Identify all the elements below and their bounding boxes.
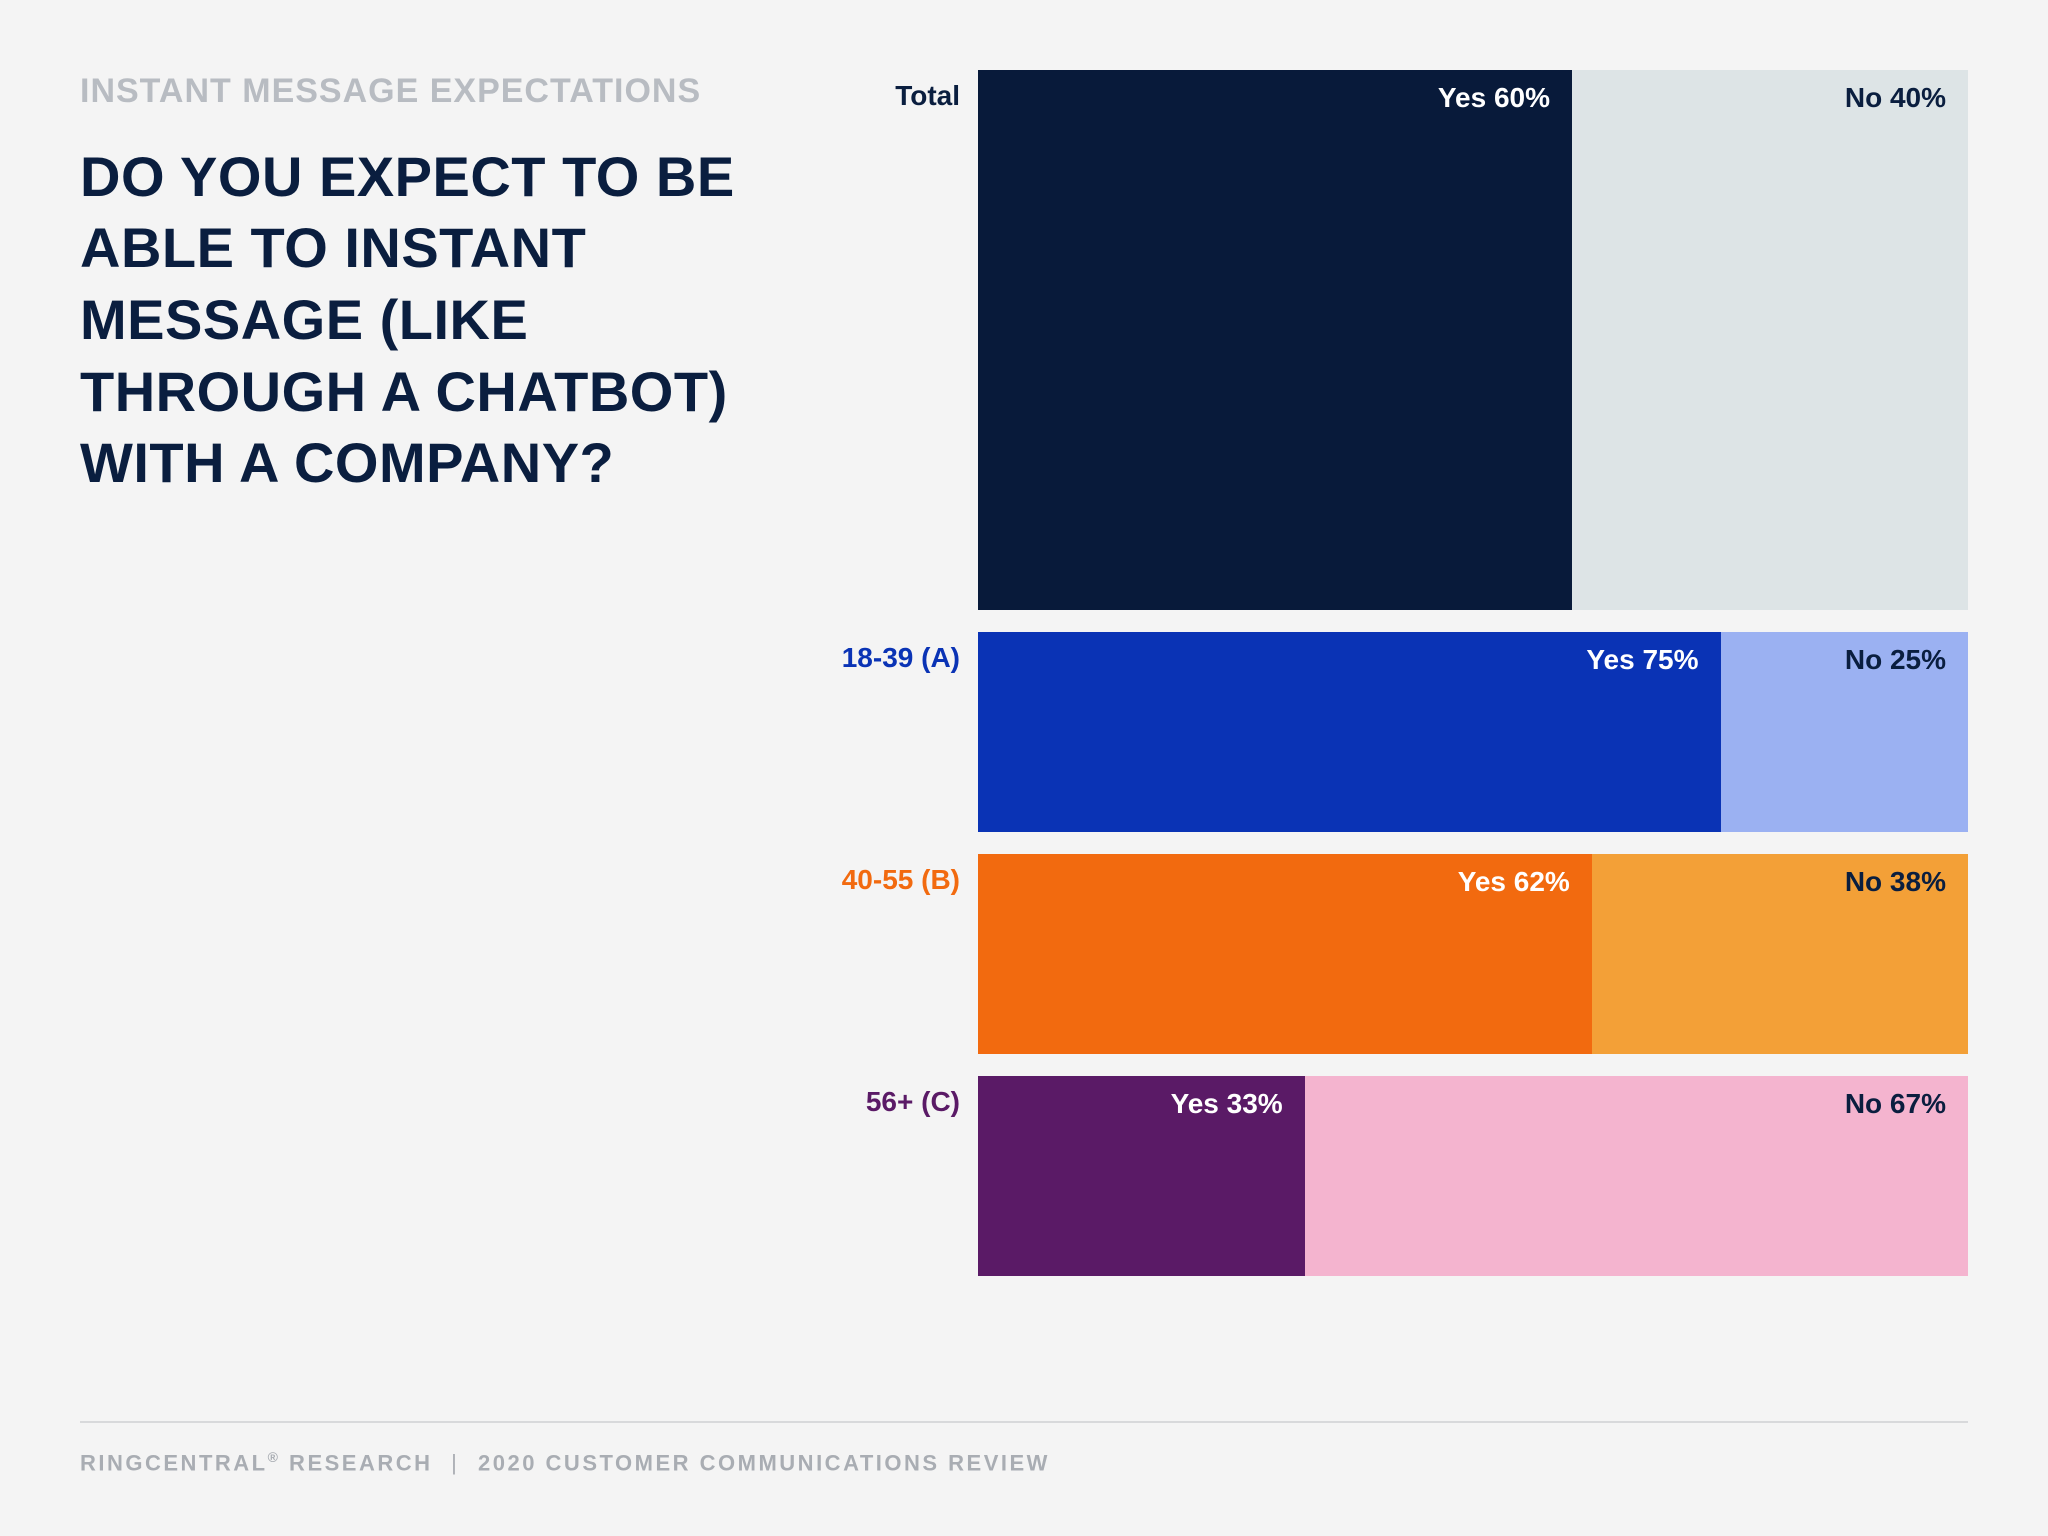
segment-label: No 67% <box>1845 1088 1946 1120</box>
bar-segment: No 38% <box>1592 854 1968 1054</box>
chart-row-age-40-55: 40-55 (B) Yes 62% No 38% <box>800 854 1968 1054</box>
bar: Yes 60% No 40% <box>978 70 1968 610</box>
bar-segment: Yes 33% <box>978 1076 1305 1276</box>
text-column: INSTANT MESSAGE EXPECTATIONS DO YOU EXPE… <box>80 70 800 1381</box>
bar-segment: Yes 75% <box>978 632 1721 832</box>
bar: Yes 62% No 38% <box>978 854 1968 1054</box>
footer-brand-suffix: RESEARCH <box>280 1450 432 1475</box>
chart-row-total: Total Yes 60% No 40% <box>800 70 1968 610</box>
bar-segment: No 25% <box>1721 632 1969 832</box>
footer: RINGCENTRAL® RESEARCH | 2020 CUSTOMER CO… <box>80 1421 1968 1476</box>
footer-brand: RINGCENTRAL <box>80 1450 268 1475</box>
row-label: 18-39 (A) <box>800 632 960 674</box>
chart-row-age-56plus: 56+ (C) Yes 33% No 67% <box>800 1076 1968 1276</box>
footer-separator: | <box>451 1450 459 1475</box>
question-title: DO YOU EXPECT TO BE ABLE TO INSTANT MESS… <box>80 141 800 499</box>
bar: Yes 33% No 67% <box>978 1076 1968 1276</box>
segment-label: Yes 60% <box>1438 82 1550 114</box>
row-label: Total <box>800 70 960 112</box>
segment-label: Yes 33% <box>1171 1088 1283 1120</box>
segment-label: No 38% <box>1845 866 1946 898</box>
row-label: 56+ (C) <box>800 1076 960 1118</box>
chart-row-age-18-39: 18-39 (A) Yes 75% No 25% <box>800 632 1968 832</box>
segment-label: Yes 75% <box>1586 644 1698 676</box>
bar-segment: Yes 60% <box>978 70 1572 610</box>
registered-icon: ® <box>268 1449 281 1465</box>
segment-label: Yes 62% <box>1458 866 1570 898</box>
bar: Yes 75% No 25% <box>978 632 1968 832</box>
eyebrow: INSTANT MESSAGE EXPECTATIONS <box>80 70 800 113</box>
slide: INSTANT MESSAGE EXPECTATIONS DO YOU EXPE… <box>0 0 2048 1536</box>
stacked-bar-chart: Total Yes 60% No 40% 18-39 (A) Yes 75% No 25%… <box>800 70 1968 1381</box>
bar-segment: Yes 62% <box>978 854 1592 1054</box>
segment-label: No 25% <box>1845 644 1946 676</box>
bar-segment: No 40% <box>1572 70 1968 610</box>
segment-label: No 40% <box>1845 82 1946 114</box>
bar-segment: No 67% <box>1305 1076 1968 1276</box>
content-area: INSTANT MESSAGE EXPECTATIONS DO YOU EXPE… <box>80 70 1968 1381</box>
footer-source: 2020 CUSTOMER COMMUNICATIONS REVIEW <box>478 1450 1050 1475</box>
row-label: 40-55 (B) <box>800 854 960 896</box>
